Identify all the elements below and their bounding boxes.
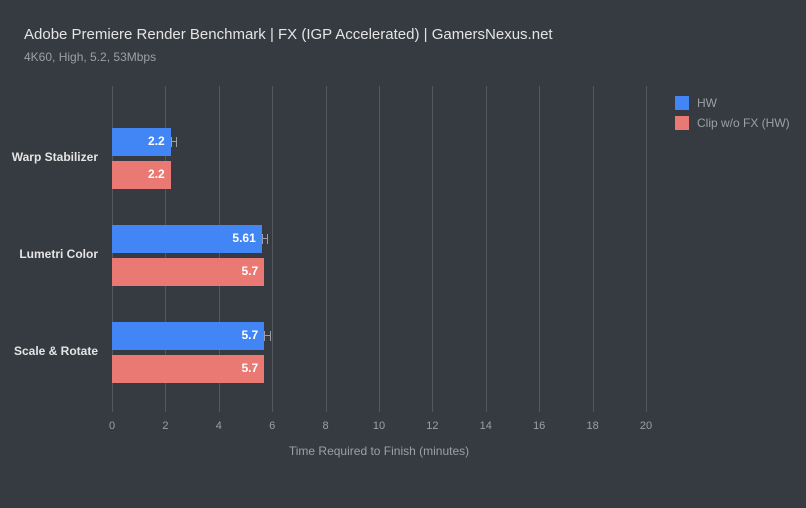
x-tick-label: 10 [364, 420, 394, 432]
error-cap [176, 137, 177, 147]
x-tick-label: 6 [257, 420, 287, 432]
x-axis-title: Time Required to Finish (minutes) [112, 444, 646, 458]
chart-title: Adobe Premiere Render Benchmark | FX (IG… [24, 26, 553, 43]
legend-swatch [675, 96, 689, 110]
gridline [646, 86, 647, 412]
gridline [432, 86, 433, 412]
category-label: Scale & Rotate [0, 344, 98, 358]
bar-value-label: 2.2 [112, 167, 165, 181]
category-label: Warp Stabilizer [0, 150, 98, 164]
legend-swatch [675, 116, 689, 130]
x-tick-label: 8 [311, 420, 341, 432]
gridline [593, 86, 594, 412]
gridline [486, 86, 487, 412]
x-tick-label: 16 [524, 420, 554, 432]
x-tick-label: 2 [150, 420, 180, 432]
x-tick-label: 4 [204, 420, 234, 432]
chart-subtitle: 4K60, High, 5.2, 53Mbps [24, 50, 156, 64]
x-tick-label: 14 [471, 420, 501, 432]
error-cap [264, 331, 265, 341]
legend-label: Clip w/o FX (HW) [697, 116, 790, 130]
bar-value-label: 5.7 [112, 361, 258, 375]
x-tick-label: 0 [97, 420, 127, 432]
bar-value-label: 5.61 [112, 231, 256, 245]
category-label: Lumetri Color [0, 247, 98, 261]
bar-value-label: 2.2 [112, 134, 165, 148]
chart-container: Adobe Premiere Render Benchmark | FX (IG… [0, 0, 806, 508]
plot-area: 2.2 2.2 5.61 5.7 5.7 5.7 [112, 86, 646, 412]
gridline [272, 86, 273, 412]
bar-value-label: 5.7 [112, 328, 258, 342]
x-tick-label: 20 [631, 420, 661, 432]
error-cap [267, 234, 268, 244]
legend-item: Clip w/o FX (HW) [675, 116, 790, 130]
bar-value-label: 5.7 [112, 264, 258, 278]
gridline [539, 86, 540, 412]
legend: HW Clip w/o FX (HW) [675, 96, 790, 136]
legend-label: HW [697, 96, 717, 110]
x-tick-label: 18 [578, 420, 608, 432]
error-cap [262, 234, 263, 244]
x-tick-label: 12 [417, 420, 447, 432]
gridline [326, 86, 327, 412]
gridline [379, 86, 380, 412]
error-cap [270, 331, 271, 341]
error-cap [171, 137, 172, 147]
legend-item: HW [675, 96, 790, 110]
